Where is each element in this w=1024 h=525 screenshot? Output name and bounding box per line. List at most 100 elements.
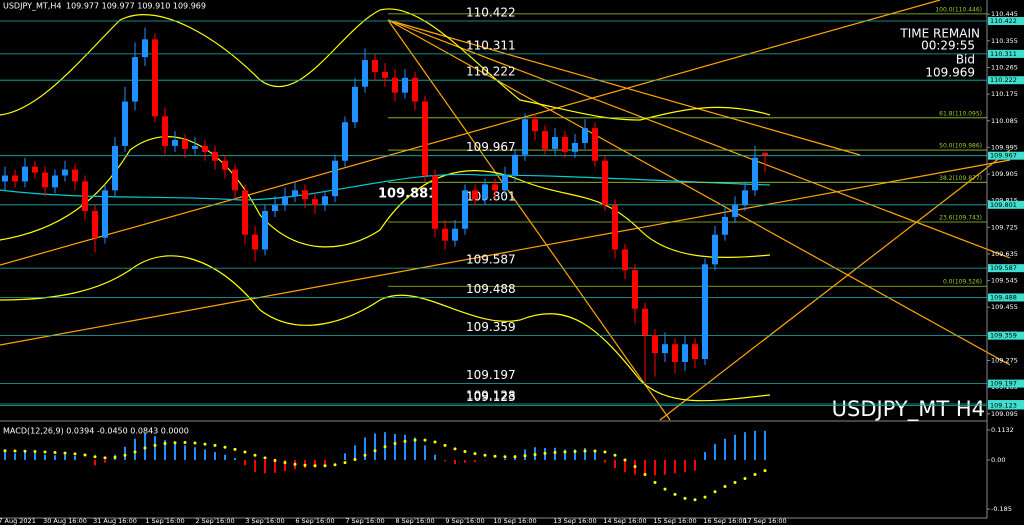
candle-body [762,152,768,156]
candle-body [192,145,198,149]
x-tick-label: 3 Sep 16:00 [245,517,284,525]
macd-signal-dot [413,438,417,442]
macd-signal-dot [153,443,157,447]
trendline [387,19,671,421]
candle-body [482,184,488,200]
macd-signal-dot [243,450,247,454]
candle-body [92,211,98,238]
x-tick-label: 13 Sep 16:00 [553,517,596,525]
macd-signal-dot [33,449,37,453]
level-label: 109.359 [466,320,516,334]
level-badge-label: 109.488 [990,293,1017,301]
x-tick-label: 31 Aug 16:00 [93,517,137,525]
candle-body [642,308,648,336]
candle-body [402,77,408,93]
macd-signal-dot [103,456,107,460]
bollinger-band [0,8,771,121]
candle-body [732,205,738,217]
candle-body [622,249,628,271]
macd-signal-dot [393,442,397,446]
macd-signal-dot [93,455,97,459]
candle-body [692,344,698,360]
x-tick-label: 2 Sep 16:00 [195,517,234,525]
x-tick-label: 27 Aug 2021 [0,517,36,525]
level-badge [988,151,1024,160]
y-tick-label: 110.445 [991,10,1018,18]
level-badge [988,379,1024,388]
macd-signal-dot [533,453,537,457]
y-tick-label: 109.095 [991,410,1018,418]
macd-signal-dot [743,477,747,481]
macd-signal-dot [53,451,57,455]
macd-signal-dot [543,451,547,455]
macd-signal-dot [233,447,237,451]
chart-title: USDJPY_MT,H4 [3,2,61,11]
macd-signal-dot [653,480,657,484]
candle-body [142,39,148,58]
candle-body [512,154,518,176]
candle-body [382,71,388,78]
candle-body [312,199,318,206]
level-badge-label: 110.422 [990,17,1017,25]
candle-body [242,190,248,235]
macd-signal-dot [513,455,517,459]
macd-signal-dot [83,453,87,457]
fibo-label: 100.0(110.446) [935,6,982,13]
y-tick-label: 109.635 [991,250,1018,258]
macd-signal-dot [693,498,697,502]
y-tick-label: 110.265 [991,63,1018,71]
macd-signal-dot [113,455,117,459]
candle-body [122,101,128,146]
macd-signal-dot [623,458,627,462]
candle-body [282,196,288,206]
y-tick-label: 109.815 [991,197,1018,205]
x-tick-label: 8 Sep 16:00 [395,517,434,525]
candle-body [502,175,508,191]
y-tick-label: 110.355 [991,37,1018,45]
trendline [659,149,1011,421]
macd-y-tick-label: 0.1132 [991,426,1014,434]
macd-signal-dot [213,443,217,447]
level-badge [988,200,1024,209]
candle-body [602,160,608,206]
macd-signal-dot [423,438,427,442]
bid-value: 109.969 [925,66,975,80]
candle-body [272,205,278,212]
candle-body [742,190,748,206]
candle-body [412,77,418,102]
macd-signal-dot [253,453,257,457]
macd-signal-dot [23,449,27,453]
candle-body [232,169,238,191]
y-tick-label: 110.175 [991,90,1018,98]
level-label: 109.801 [466,189,516,203]
fibo-label: 23.6(109.743) [939,214,982,221]
candle-body [702,264,708,360]
candle-body [532,119,538,132]
x-tick-label: 15 Sep 16:00 [653,517,696,525]
trendline [387,19,1011,259]
macd-signal-dot [493,454,497,458]
candle-body [222,160,228,170]
y-tick-label: 110.085 [991,117,1018,125]
macd-signal-dot [603,450,607,454]
level-label: 109.967 [466,140,516,154]
candle-body [432,175,438,229]
macd-signal-dot [503,455,507,459]
macd-signal-dot [273,459,277,463]
candle-body [152,39,158,117]
candle-body [592,128,598,161]
level-badge-label: 109.197 [990,380,1017,388]
candle-body [652,335,658,354]
macd-signal-dot [753,473,757,477]
level-badge-label: 109.587 [990,264,1017,272]
trendline [387,19,861,156]
fibo-label: 38.2(109.877) [939,175,982,182]
macd-signal-dot [573,449,577,453]
macd-signal-dot [43,450,47,454]
candle-body [252,234,258,250]
macd-signal-dot [293,462,297,466]
level-label: 110.422 [466,6,516,20]
macd-signal-dot [333,463,337,467]
bid-label: Bid [956,53,975,67]
macd-signal-dot [313,464,317,468]
